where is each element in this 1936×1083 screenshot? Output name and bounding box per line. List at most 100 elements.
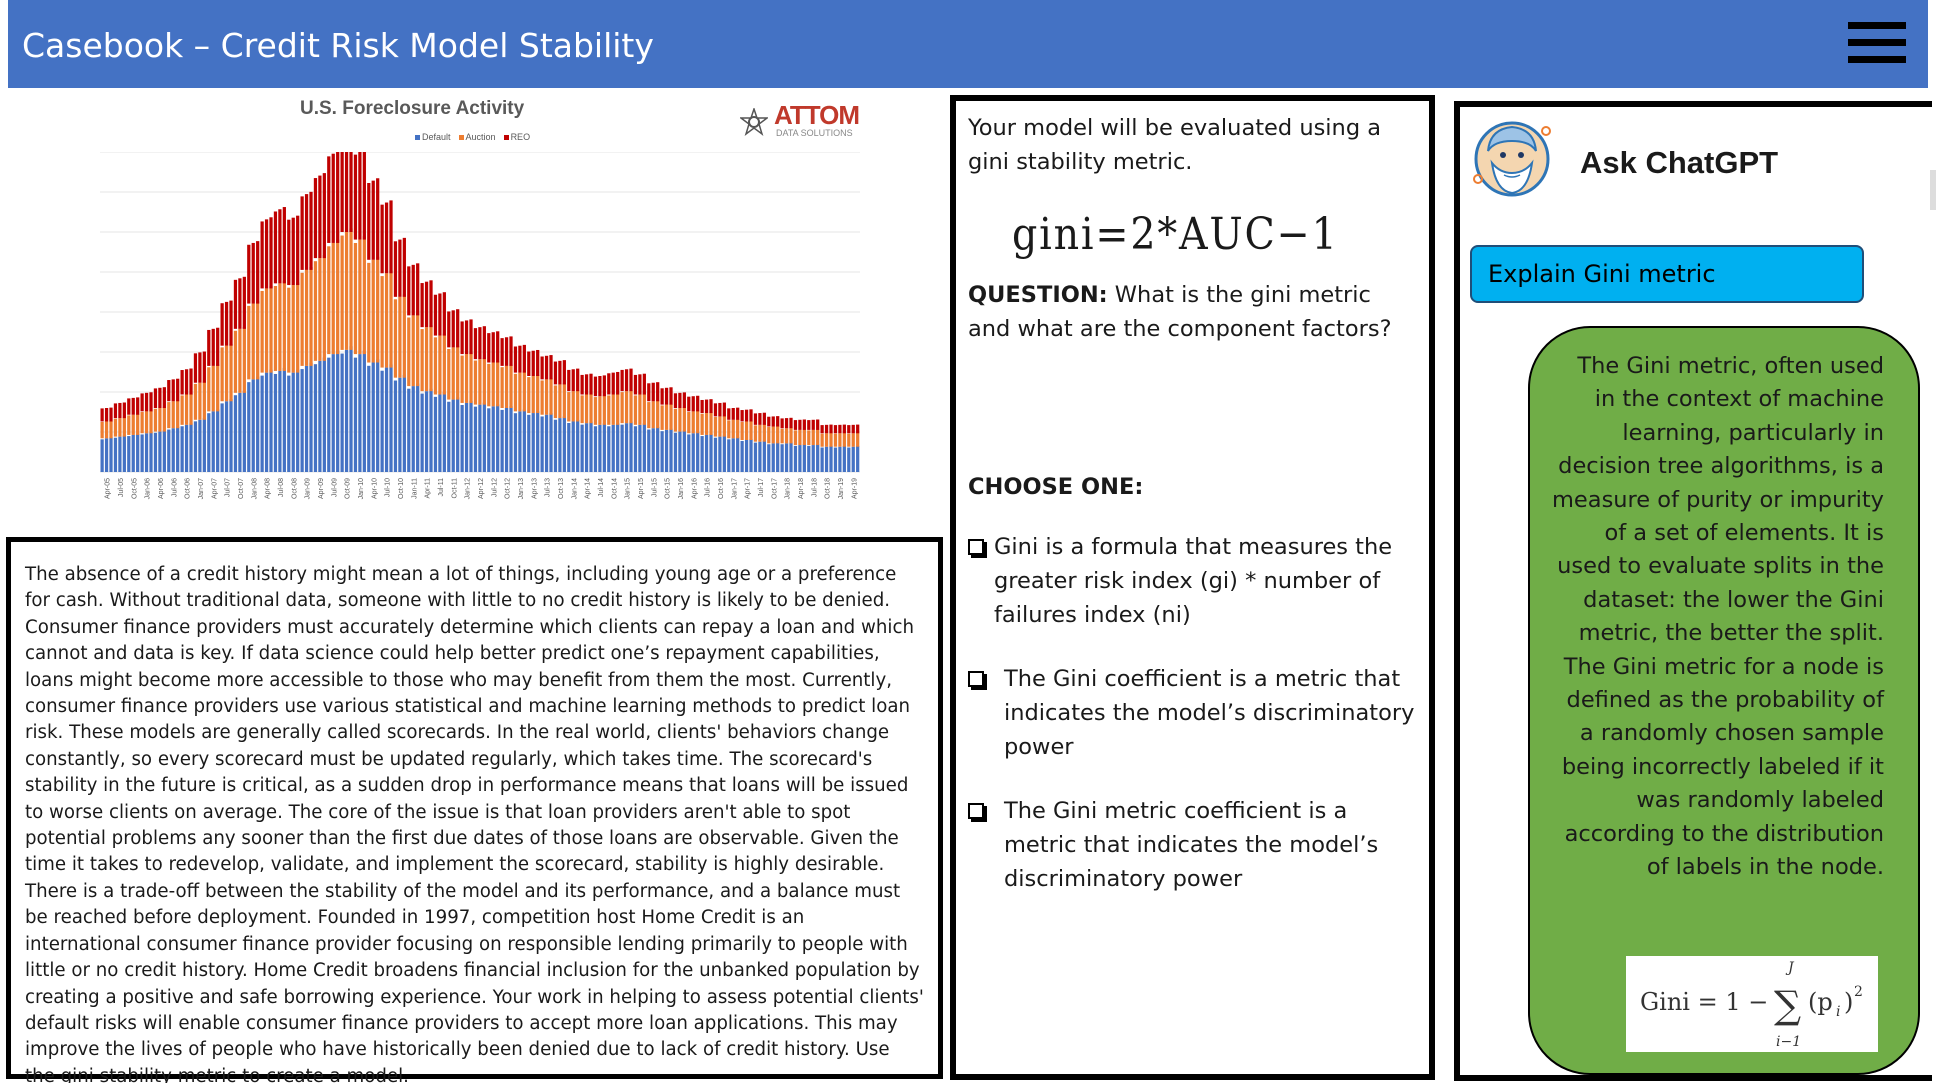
bar-reo <box>327 156 331 243</box>
bar-reo <box>784 418 789 429</box>
explain-gini-button[interactable]: Explain Gini metric <box>1470 245 1864 303</box>
bar-auction <box>198 382 202 420</box>
chat-panel: Ask ChatGPT Explain Gini metric The Gini… <box>1454 101 1932 1081</box>
legend-reo: REO <box>503 132 530 142</box>
answer-option-3[interactable]: The Gini metric coefficient is a metric … <box>968 794 1417 896</box>
checkbox-icon[interactable] <box>968 539 984 555</box>
bar-default <box>633 426 638 472</box>
bar-default <box>767 444 771 472</box>
bar-default <box>104 438 109 472</box>
bar-default <box>589 421 593 472</box>
bar-auction <box>273 285 278 371</box>
bar-default <box>313 364 318 472</box>
tick-label: Jan-09 <box>305 478 312 500</box>
bar-auction <box>651 401 655 429</box>
bar-default <box>287 375 291 472</box>
bar-reo <box>727 408 731 420</box>
bar-reo <box>856 424 860 434</box>
bar-reo <box>180 370 184 395</box>
bar-auction <box>104 421 109 439</box>
bar-default <box>336 350 340 472</box>
bar-auction <box>696 410 700 434</box>
bar-default <box>247 382 251 472</box>
answer-option-2[interactable]: The Gini coefficient is a metric that in… <box>968 662 1417 764</box>
bar-default <box>740 440 744 472</box>
bar-auction <box>176 400 180 429</box>
bar-reo <box>207 329 211 366</box>
bar-default <box>358 354 362 472</box>
bar-default <box>127 436 131 472</box>
bar-default <box>353 357 358 472</box>
legend-default: Default <box>415 132 451 142</box>
bar-auction <box>740 422 744 440</box>
bar-default <box>798 445 802 472</box>
tick-label: Jul-15 <box>651 478 658 497</box>
bar-auction <box>744 421 749 440</box>
bar-default <box>687 434 691 472</box>
bar-default <box>713 437 718 472</box>
bar-default <box>762 440 766 472</box>
bar-reo <box>713 403 718 417</box>
tick-label: Oct-17 <box>771 478 778 499</box>
tick-label: Jul-08 <box>278 478 285 497</box>
bar-reo <box>518 345 522 373</box>
formula-lower: i−1 <box>1776 1034 1801 1050</box>
bar-auction <box>593 397 598 425</box>
bar-reo <box>531 350 535 376</box>
bar-reo <box>580 374 584 395</box>
tick-label: Apr-06 <box>158 478 165 499</box>
hamburger-menu-icon[interactable] <box>1848 22 1908 66</box>
bar-auction <box>376 256 380 363</box>
scrollbar[interactable] <box>1930 170 1936 210</box>
bar-auction <box>722 415 726 437</box>
bar-auction <box>456 345 460 400</box>
checkbox-icon[interactable] <box>968 671 984 687</box>
bar-default <box>558 418 562 472</box>
bar-reo <box>700 399 704 414</box>
bar-auction <box>713 417 718 437</box>
tick-label: Apr-14 <box>585 478 592 499</box>
bar-auction <box>518 372 522 412</box>
bar-default <box>629 421 633 472</box>
bar-auction <box>642 393 646 425</box>
bar-auction <box>482 357 486 405</box>
case-text: The absence of a credit history might me… <box>25 564 924 1083</box>
chatgpt-answer-bubble: The Gini metric, often used in the conte… <box>1528 326 1920 1075</box>
bar-reo <box>847 425 851 434</box>
bar-reo <box>438 293 442 336</box>
checkbox-icon[interactable] <box>968 803 984 819</box>
bar-reo <box>122 402 126 419</box>
bar-auction <box>842 432 846 447</box>
bar-default <box>447 401 451 472</box>
bar-default <box>202 418 206 472</box>
bar-default <box>291 372 295 472</box>
bar-reo <box>811 419 815 430</box>
bar-reo <box>820 425 824 434</box>
bar-auction <box>531 376 535 414</box>
bar-default <box>371 362 375 472</box>
bar-default <box>362 350 366 472</box>
tick-label: Apr-19 <box>851 478 858 499</box>
bar-reo <box>744 409 749 422</box>
bar-default <box>460 405 464 472</box>
bar-auction <box>367 262 371 363</box>
bar-default <box>624 423 629 472</box>
bar-auction <box>344 232 349 350</box>
tick-label: Jan-11 <box>411 478 418 499</box>
bar-default <box>562 416 566 472</box>
bar-default <box>856 445 860 472</box>
bar-default <box>109 437 113 472</box>
bar-auction <box>433 337 438 395</box>
foreclosure-chart: U.S. Foreclosure Activity Default Auctio… <box>10 92 940 536</box>
bar-reo <box>238 278 242 329</box>
bar-default <box>678 431 682 472</box>
attom-logo: ATTOM DATA SOLUTIONS <box>734 100 860 140</box>
answer-option-1[interactable]: Gini is a formula that measures the grea… <box>968 530 1417 632</box>
bar-auction <box>513 373 518 412</box>
bar-auction <box>500 367 504 408</box>
formula-term: (p <box>1808 988 1833 1016</box>
bar-auction <box>416 313 420 387</box>
chart-title: U.S. Foreclosure Activity <box>300 98 525 119</box>
bar-reo <box>224 301 229 346</box>
bar-auction <box>504 365 509 408</box>
